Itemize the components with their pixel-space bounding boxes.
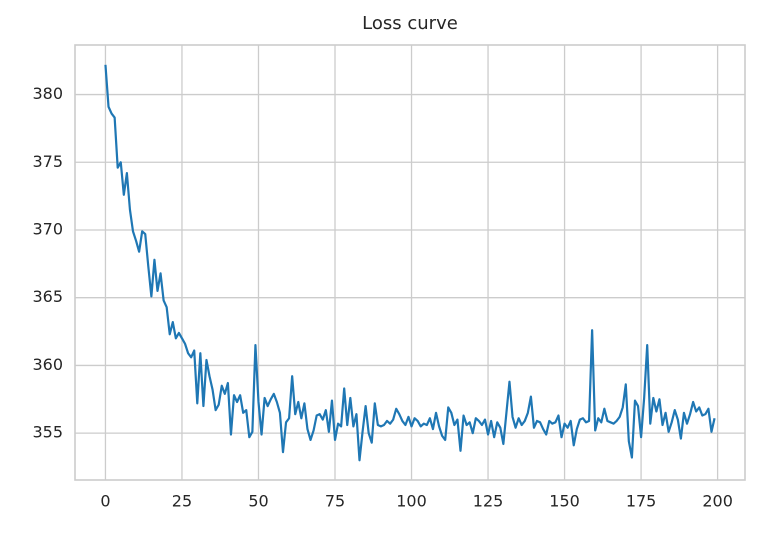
x-tick-label: 125	[473, 492, 504, 511]
x-tick-label: 150	[549, 492, 580, 511]
plot-frame	[74, 44, 746, 481]
x-tick-label: 75	[325, 492, 345, 511]
x-tick-label: 200	[702, 492, 733, 511]
loss-line	[104, 64, 716, 462]
x-tick-label: 25	[172, 492, 192, 511]
y-tick-label: 365	[32, 287, 63, 306]
x-tick-label: 100	[396, 492, 427, 511]
y-tick-label: 370	[32, 219, 63, 238]
y-tick-label: 380	[32, 84, 63, 103]
y-tick-label: 360	[32, 355, 63, 374]
x-tick-label: 175	[626, 492, 657, 511]
x-tick-label: 0	[100, 492, 110, 511]
chart-title: Loss curve	[362, 13, 458, 34]
y-tick-label: 375	[32, 152, 63, 171]
y-tick-label: 355	[32, 423, 63, 442]
x-tick-label: 50	[248, 492, 268, 511]
